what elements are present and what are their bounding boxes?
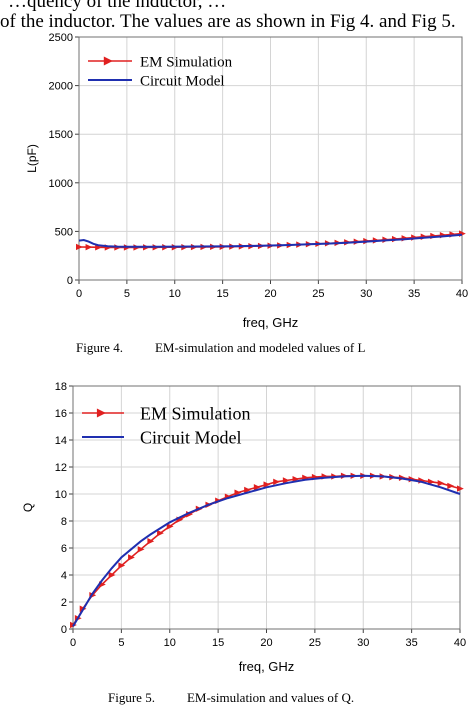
chart5-em-simulation-point: [128, 554, 135, 561]
figure-4-caption-text: EM-simulation and modeled values of L: [154, 340, 366, 355]
chart5-em-simulation-point: [273, 478, 280, 486]
chart5-legend-em-simulation-marker: [96, 408, 106, 418]
chart4-x-tick-label: 10: [169, 288, 181, 300]
chart4-x-tick-label: 5: [124, 288, 130, 300]
chart4-y-axis-label: L(pF): [25, 144, 39, 173]
chart5-legend-em-simulation-label: EM Simulation: [140, 403, 251, 423]
chart5-y-tick-label: 16: [55, 408, 67, 420]
chart5-x-tick-label: 10: [164, 637, 176, 649]
chart4-x-tick-label: 40: [456, 288, 468, 300]
chart5-legend-circuit-model-label: Circuit Model: [140, 427, 242, 447]
figure-4-chart: 0 5 10 15 20 25 30 35 40 0 500 1000 1500 2000 2500 freq…: [25, 32, 468, 330]
chart4-plot-border: [78, 36, 463, 281]
chart5-x-tick-label: 40: [454, 637, 466, 649]
chart4-legend-em-simulation-marker: [103, 56, 113, 66]
intro-line-2: of the inductor. The values are as shown…: [0, 11, 456, 32]
figure-5-caption-number: Figure 5.: [108, 690, 155, 705]
chart5-em-simulation-point: [234, 489, 242, 496]
chart5-em-simulation-point: [147, 538, 155, 545]
chart4-x-tick-label: 35: [408, 288, 420, 300]
chart4-y-tick-label: 0: [67, 275, 73, 287]
chart4-legend-em-simulation-label: EM Simulation: [140, 54, 233, 70]
chart4-y-tick-label: 2500: [49, 32, 73, 44]
chart5-em-simulation-point: [137, 546, 145, 553]
chart5-em-simulation-point: [108, 571, 116, 579]
figure-5-chart: 0 5 10 15 20 25 30 35 40 0 2 4 6 8 10 12 14 16 18 freq, GHz…: [21, 381, 466, 674]
figure-4-caption-number: Figure 4.: [76, 340, 123, 355]
chart5-x-tick-label: 35: [406, 637, 418, 649]
chart4-y-tick-label: 500: [55, 226, 73, 238]
chart5-em-simulation-point: [244, 486, 251, 494]
chart5-x-tick-label: 15: [212, 637, 224, 649]
chart5-x-tick-label: 25: [309, 637, 321, 649]
chart5-x-tick-label: 5: [118, 637, 124, 649]
chart5-x-tick-label: 20: [260, 637, 272, 649]
figure-4-caption: Figure 4. EM-simulation and modeled value…: [76, 340, 365, 356]
chart5-em-simulation-point: [253, 484, 261, 491]
chart5-em-simulation-point: [263, 481, 271, 488]
chart5-y-tick-label: 4: [61, 570, 67, 582]
chart5-em-simulation-point: [166, 523, 174, 530]
figure-5-caption-text: EM-simulation and values of Q.: [186, 690, 355, 705]
chart5-y-tick-label: 18: [55, 381, 67, 393]
chart5-y-tick-label: 0: [61, 624, 67, 636]
chart5-y-axis-label: Q: [21, 503, 35, 512]
chart5-em-simulation-point: [447, 482, 455, 490]
chart4-x-tick-label: 15: [217, 288, 229, 300]
chart5-y-tick-label: 6: [61, 543, 67, 555]
intro-text: …quency of the inductor, … of the induct…: [0, 0, 474, 34]
chart5-em-simulation-point: [437, 480, 445, 487]
figure-5-caption: Figure 5. EM-simulation and values of Q.: [108, 690, 354, 706]
chart5-em-simulation-point: [157, 529, 164, 537]
chart5-em-simulation-point: [282, 477, 290, 484]
chart5-series-circuit-model-line: [72, 474, 461, 627]
chart4-x-tick-label: 20: [264, 288, 276, 300]
chart5-y-tick-label: 8: [61, 516, 67, 528]
chart5-x-tick-label: 30: [357, 637, 369, 649]
chart4-series-circuit-model-line: [78, 233, 463, 248]
chart4-y-tick-label: 2000: [49, 81, 73, 93]
chart4-y-tick-label: 1500: [49, 129, 73, 141]
chart5-em-simulation-point: [118, 562, 126, 569]
chart4-em-simulation-point: [85, 243, 93, 251]
chart4-x-axis-label: freq, GHz: [243, 315, 299, 330]
chart5-plot-border: [72, 385, 461, 630]
chart4-x-tick-label: 25: [312, 288, 324, 300]
chart5-em-simulation-point: [457, 485, 464, 492]
chart4-legend-circuit-model-label: Circuit Model: [140, 73, 225, 89]
chart4-y-tick-label: 1000: [49, 178, 73, 190]
chart5-y-tick-label: 10: [55, 489, 67, 501]
chart4-x-tick-label: 30: [360, 288, 372, 300]
chart5-y-tick-label: 2: [61, 597, 67, 609]
chart5-x-axis-label: freq, GHz: [239, 659, 295, 674]
chart4-x-tick-label: 0: [76, 288, 82, 300]
chart5-x-tick-label: 0: [70, 637, 76, 649]
chart5-y-tick-label: 12: [55, 462, 67, 474]
chart5-y-tick-label: 14: [55, 435, 67, 447]
intro-line-1: …quency of the inductor, …: [8, 0, 227, 12]
chart4-em-simulation-point: [76, 243, 83, 251]
